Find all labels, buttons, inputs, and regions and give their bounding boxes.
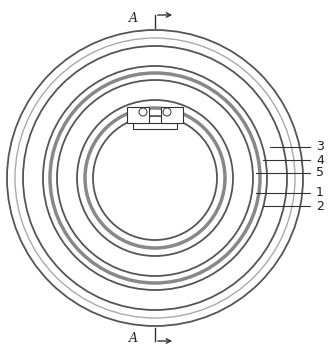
Text: 3: 3 — [316, 141, 324, 153]
Bar — [127, 107, 149, 123]
Bar — [133, 123, 177, 129]
Text: 2: 2 — [316, 199, 324, 213]
Text: A: A — [129, 11, 138, 25]
Text: 4: 4 — [316, 153, 324, 167]
Text: 5: 5 — [316, 167, 324, 179]
Text: 1: 1 — [316, 187, 324, 199]
Text: A: A — [129, 331, 138, 345]
Bar — [161, 107, 183, 123]
